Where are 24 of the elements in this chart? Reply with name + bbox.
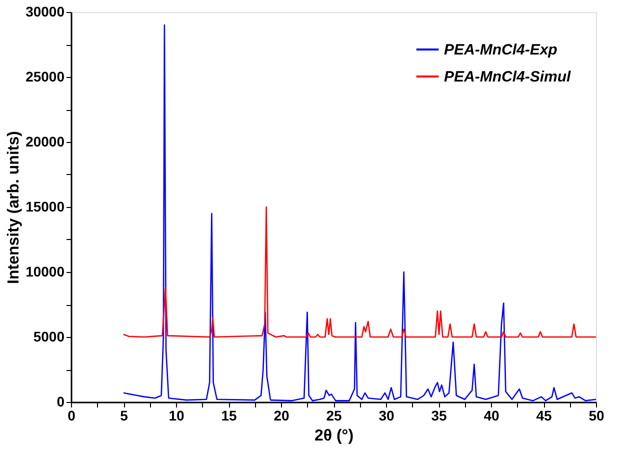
legend-label: PEA-MnCl4-Exp (444, 42, 558, 58)
y-tick-label: 0 (56, 394, 65, 410)
x-tick-label: 40 (484, 408, 500, 424)
x-tick-label: 20 (274, 408, 290, 424)
legend-label: PEA-MnCl4-Simul (444, 68, 572, 86)
x-tick-label: 30 (378, 408, 394, 424)
y-tick-label: 15000 (26, 198, 65, 214)
line-series (122, 24, 596, 402)
x-tick-label: 5 (120, 408, 128, 424)
y-tick-label: 10000 (26, 264, 65, 280)
x-tick-label: 15 (221, 408, 237, 424)
y-axis-title: Intensity (arb. units) (6, 131, 23, 284)
x-tick-label: 25 (326, 408, 342, 424)
x-tick-label: 50 (588, 408, 604, 424)
y-tick-label: 5000 (33, 328, 65, 344)
x-axis-title: 2θ (°) (314, 428, 354, 444)
y-tick-label: 25000 (26, 68, 65, 84)
line-series (122, 206, 596, 338)
x-tick-label: 10 (168, 408, 184, 424)
y-tick-label: 30000 (26, 4, 65, 20)
x-tick-label: 0 (68, 408, 76, 424)
x-tick-label: 45 (536, 408, 552, 424)
y-tick-label: 20000 (26, 134, 65, 150)
x-tick-label: 35 (431, 408, 447, 424)
